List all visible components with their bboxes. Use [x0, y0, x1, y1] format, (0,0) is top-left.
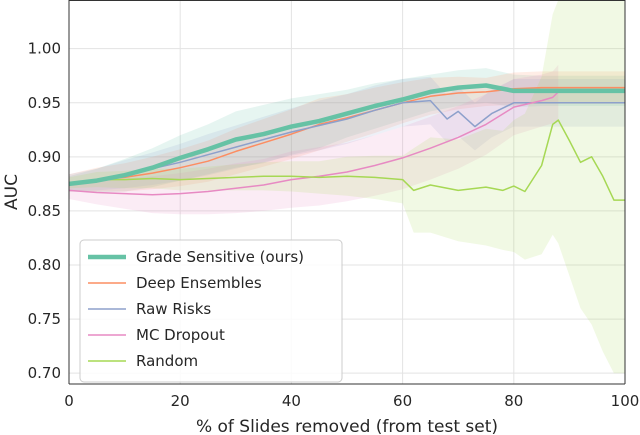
- x-tick-label: 80: [504, 392, 523, 410]
- x-tick-label: 60: [393, 392, 412, 410]
- y-tick-label: 0.70: [28, 364, 61, 382]
- series-line: [69, 99, 625, 184]
- legend-label: Deep Ensembles: [136, 274, 262, 292]
- x-tick-label: 100: [611, 392, 640, 410]
- legend: Grade Sensitive (ours) Deep Ensembles Raw …: [79, 239, 343, 383]
- y-tick-label: 0.95: [28, 94, 61, 112]
- legend-box: [79, 239, 343, 383]
- y-tick-label: 0.80: [28, 256, 61, 274]
- confidence-band: [69, 64, 559, 215]
- axes: [68, 0, 626, 385]
- legend-label: Grade Sensitive (ours): [136, 248, 304, 266]
- series-lines: [69, 83, 625, 201]
- y-tick-label: 0.85: [28, 202, 61, 220]
- confidence-band: [69, 0, 625, 374]
- y-axis-label: AUC: [2, 174, 22, 210]
- y-tick-label: 0.90: [28, 148, 61, 166]
- x-tick-label: 40: [282, 392, 301, 410]
- x-tick-label: 20: [171, 392, 190, 410]
- y-tick-label: 1.00: [28, 40, 61, 58]
- legend-label: MC Dropout: [136, 326, 225, 344]
- tick-labels: 0 20 40 60 80 100 0.70 0.75 0.80 0.85 0.90 0.95 1.00: [28, 40, 640, 410]
- x-tick-label: 0: [64, 392, 74, 410]
- confidence-band: [69, 76, 625, 192]
- x-axis-label: % of Slides removed (from test set): [196, 417, 498, 435]
- y-tick-label: 0.75: [28, 310, 61, 328]
- legend-label: Random: [136, 352, 198, 370]
- series-line: [69, 86, 625, 184]
- series-line: [69, 91, 559, 196]
- series-line: [69, 83, 625, 187]
- series-line: [69, 119, 625, 201]
- legend-label: Raw Risks: [136, 300, 211, 318]
